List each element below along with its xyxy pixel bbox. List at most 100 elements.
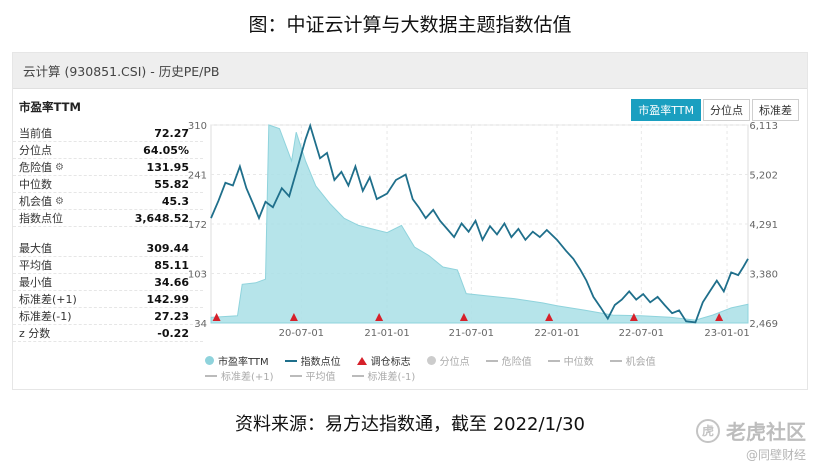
- stat-label: 标准差(+1): [19, 293, 77, 306]
- legend-triangle-icon: [356, 356, 367, 365]
- rebalance-marker: [459, 313, 468, 321]
- stat-row: 最小值 34.66: [13, 274, 203, 291]
- legend-item[interactable]: 标准差(-1): [351, 368, 416, 383]
- legend-item[interactable]: 平均值: [289, 368, 336, 383]
- stat-label: 最小值: [19, 276, 52, 289]
- metric-tabs: 市盈率TTM 分位点 标准差: [629, 99, 799, 121]
- legend-item[interactable]: 危险值: [485, 353, 532, 368]
- stat-value: 131.95: [146, 160, 189, 174]
- stat-value: 55.82: [154, 177, 189, 191]
- y-left-tick-label: 241: [188, 171, 207, 182]
- tiger-logo-icon: 虎: [696, 418, 720, 443]
- stat-label: 当前值: [19, 127, 52, 140]
- chart-legend: 市盈率TTM 指数点位 调仓标志 分位点 危险值 中位数 机会值 标准差(+1) 平均值 标准差…: [205, 353, 805, 383]
- y-right-tick-label: 5,202: [749, 171, 778, 182]
- stat-row: 当前值 72.27: [13, 125, 203, 142]
- stat-label: z 分数: [19, 327, 51, 340]
- x-tick-label: 21-01-01: [364, 328, 409, 339]
- legend-dot-icon: [205, 356, 214, 365]
- legend-row: 标准差(+1) 平均值 标准差(-1): [205, 368, 805, 383]
- stat-value: 45.3: [161, 194, 189, 208]
- stat-value: 34.66: [154, 275, 189, 289]
- stat-label: 标准差(-1): [19, 310, 72, 323]
- gear-icon[interactable]: ⚙: [55, 195, 64, 207]
- gear-icon[interactable]: ⚙: [55, 161, 64, 173]
- stat-value: 64.05%: [143, 143, 189, 157]
- legend-label: 中位数: [563, 357, 594, 368]
- legend-label: 指数点位: [300, 357, 341, 368]
- x-tick-label: 23-01-01: [704, 328, 749, 339]
- chart-panel: 云计算 (930851.CSI) - 历史PE/PB 市盈率TTM 当前值 72…: [12, 52, 808, 390]
- rebalance-marker: [375, 313, 384, 321]
- legend-label: 平均值: [305, 372, 336, 383]
- legend-item[interactable]: 指数点位: [284, 353, 341, 368]
- stat-row: 机会值 ⚙ 45.3: [13, 193, 203, 210]
- stat-label: 危险值 ⚙: [19, 161, 64, 174]
- tab-std-dev[interactable]: 标准差: [752, 99, 799, 121]
- legend-label: 机会值: [625, 357, 656, 368]
- series-pe-area: [210, 124, 749, 324]
- legend-line-icon: [284, 359, 297, 362]
- x-tick-label: 22-07-01: [619, 328, 664, 339]
- series-index-line: [210, 122, 749, 324]
- panel-header: 云计算 (930851.CSI) - 历史PE/PB: [13, 53, 807, 89]
- x-tick-label: 21-07-01: [449, 328, 494, 339]
- stat-value: 309.44: [146, 241, 189, 255]
- legend-label: 标准差(-1): [367, 372, 416, 383]
- watermark-text: 老虎社区: [726, 420, 806, 444]
- metric-title: 市盈率TTM: [19, 100, 81, 114]
- y-left-tick-label: 103: [188, 270, 207, 281]
- stats-group-1: 当前值 72.27 分位点 64.05% 危险值 ⚙ 131.95 中位数 55.…: [13, 125, 203, 227]
- legend-dash-icon: [547, 359, 560, 362]
- y-left-tick-label: 34: [194, 319, 207, 330]
- stat-value: 85.11: [154, 258, 189, 272]
- legend-item[interactable]: 中位数: [547, 353, 594, 368]
- stat-label: 中位数: [19, 178, 52, 191]
- stat-row: 危险值 ⚙ 131.95: [13, 159, 203, 176]
- legend-dash-icon: [485, 359, 498, 362]
- stat-label: 平均值: [19, 259, 52, 272]
- panel-title: 云计算 (930851.CSI) - 历史PE/PB: [23, 64, 220, 79]
- legend-label: 分位点: [439, 357, 470, 368]
- tab-percentile[interactable]: 分位点: [703, 99, 750, 121]
- legend-dash-icon: [289, 374, 302, 377]
- source-note: 资料来源：易方达指数通，截至 2022/1/30: [234, 414, 585, 435]
- legend-item[interactable]: 调仓标志: [356, 353, 411, 368]
- rebalance-marker: [629, 313, 638, 321]
- stat-row: z 分数 -0.22: [13, 325, 203, 342]
- rebalance-marker: [545, 313, 554, 321]
- stat-value: 27.23: [154, 309, 189, 323]
- stats-panel: 市盈率TTM 当前值 72.27 分位点 64.05% 危险值 ⚙ 131.95 …: [13, 99, 203, 342]
- legend-item[interactable]: 市盈率TTM: [205, 353, 269, 368]
- legend-dash-icon: [609, 359, 622, 362]
- stat-value: 142.99: [146, 292, 189, 306]
- chart-plot: 34 103 172 241 310 2,469 3,380 4,291 5,202 6,113 2…: [188, 121, 778, 339]
- watermark-sub: @同壁财经: [745, 448, 806, 462]
- y-left-tick-label: 310: [188, 121, 207, 132]
- legend-dash-icon: [351, 374, 364, 377]
- legend-item[interactable]: 机会值: [609, 353, 656, 368]
- x-tick-label: 22-01-01: [534, 328, 579, 339]
- tab-pe-ttm[interactable]: 市盈率TTM: [631, 99, 701, 121]
- stat-row: 标准差(+1) 142.99: [13, 291, 203, 308]
- legend-item[interactable]: 分位点: [426, 353, 470, 368]
- legend-dash-icon: [205, 374, 217, 377]
- stat-label: 最大值: [19, 242, 52, 255]
- stat-label: 机会值 ⚙: [19, 195, 64, 208]
- y-right-tick-label: 6,113: [749, 121, 778, 132]
- watermark: 虎 老虎社区: [696, 416, 806, 445]
- legend-row: 市盈率TTM 指数点位 调仓标志 分位点 危险值 中位数 机会值: [205, 353, 805, 368]
- stat-row: 标准差(-1) 27.23: [13, 308, 203, 325]
- y-right-tick-label: 4,291: [749, 220, 778, 231]
- y-right-tick-label: 3,380: [749, 270, 778, 281]
- y-left-tick-label: 172: [188, 220, 207, 231]
- stat-value: -0.22: [157, 326, 189, 340]
- legend-label: 调仓标志: [370, 357, 411, 368]
- stat-row: 中位数 55.82: [13, 176, 203, 193]
- stat-value: 72.27: [154, 126, 189, 140]
- y-right-tick-label: 2,469: [749, 319, 778, 330]
- legend-label: 标准差(+1): [221, 372, 274, 383]
- stat-label: 指数点位: [19, 212, 63, 225]
- stat-label: 分位点: [19, 144, 52, 157]
- legend-item[interactable]: 标准差(+1): [205, 368, 274, 383]
